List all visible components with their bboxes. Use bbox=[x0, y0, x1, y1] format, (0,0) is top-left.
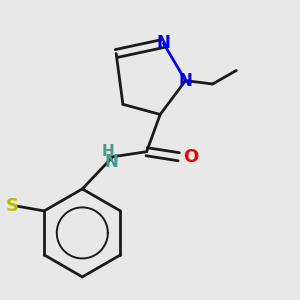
Text: H: H bbox=[101, 144, 114, 159]
Text: N: N bbox=[104, 153, 118, 171]
Text: N: N bbox=[157, 34, 170, 52]
Text: O: O bbox=[183, 148, 198, 166]
Text: N: N bbox=[178, 72, 193, 90]
Text: S: S bbox=[6, 197, 19, 215]
